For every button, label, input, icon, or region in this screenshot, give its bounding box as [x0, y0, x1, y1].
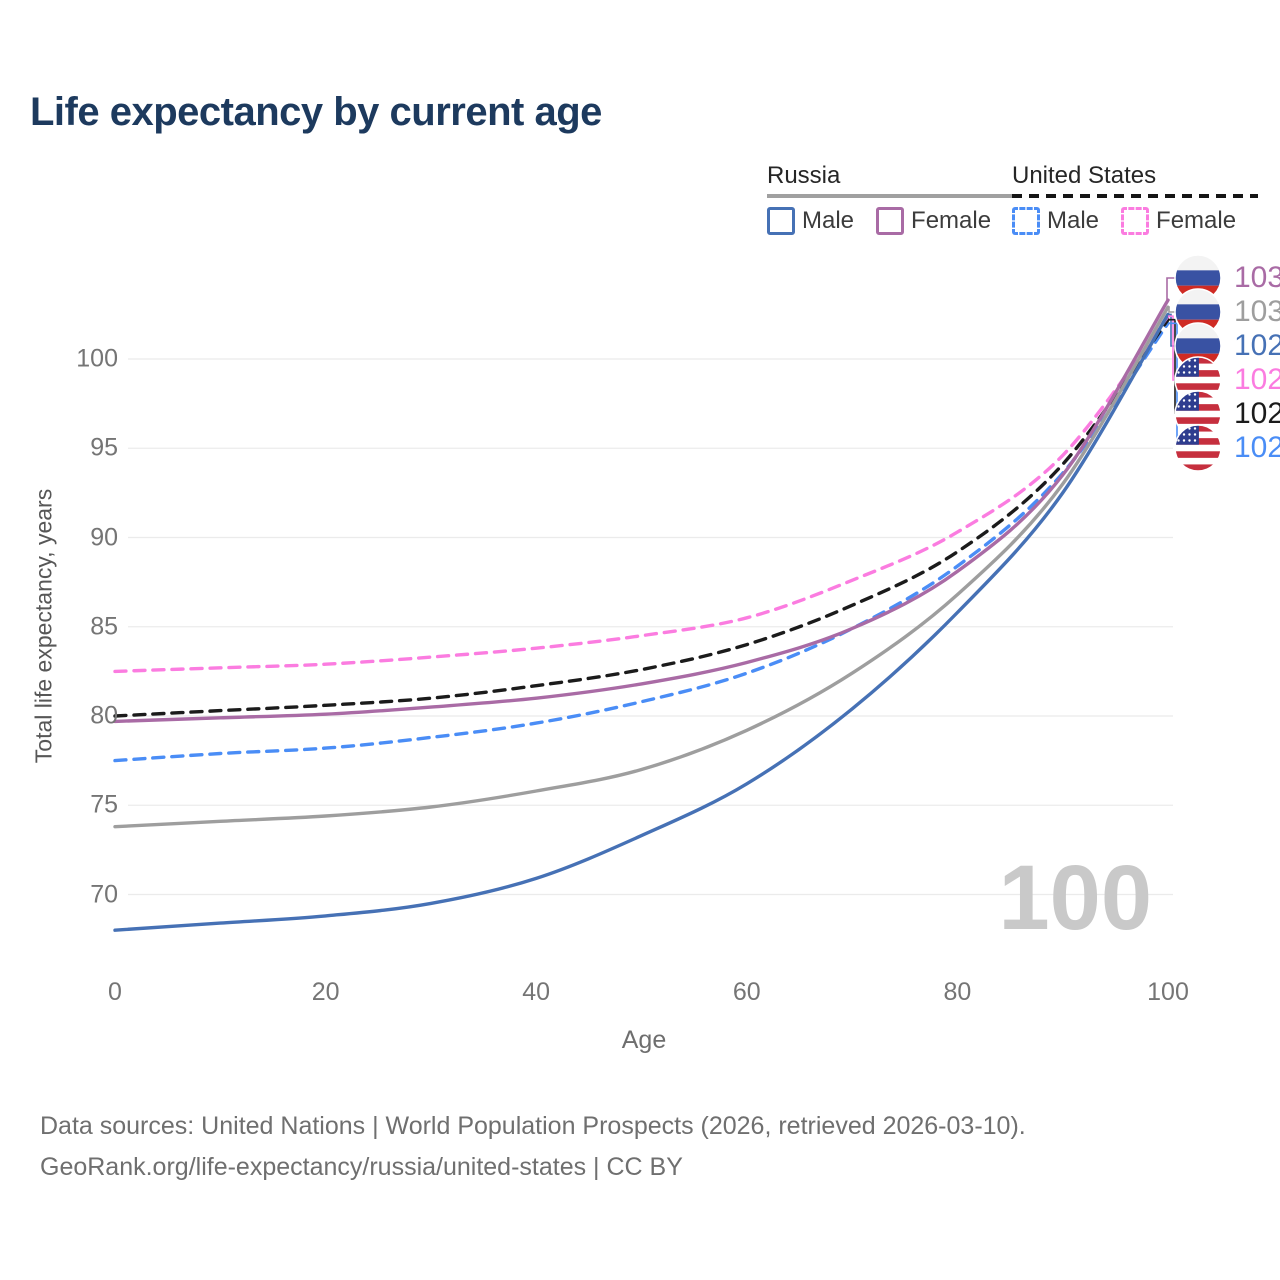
end-label-value: 102: [1234, 363, 1280, 396]
legend-item-label: Male: [802, 207, 855, 234]
end-label-value: 103: [1234, 261, 1280, 294]
end-label-united-states-female: 102: [1226, 363, 1280, 397]
footer-sources-line: Data sources: United Nations | World Pop…: [40, 1112, 1026, 1140]
legend-group-title-russia: Russia: [767, 162, 1014, 198]
leader-line: [1168, 315, 1175, 381]
end-label-united-states-male: 102: [1226, 431, 1280, 465]
x-tick-label: 0: [108, 978, 122, 1006]
y-tick-label: 90: [90, 523, 118, 551]
end-label-russia-female: 103: [1226, 261, 1280, 295]
end-label-value: 102: [1234, 329, 1280, 362]
page-title: Life expectancy by current age: [30, 90, 602, 134]
legend-item-us-female[interactable]: Female: [1121, 207, 1236, 235]
x-axis-title: Age: [621, 1026, 667, 1054]
legend-group-united-states: United States Male Female: [1012, 162, 1259, 235]
legend-group-label: United States: [1012, 162, 1157, 189]
y-tick-label: 100: [76, 344, 118, 373]
legend-underline-dashed: [1012, 194, 1259, 198]
legend-item-label: Female: [911, 207, 992, 234]
series-line-united-states-male: [113, 321, 1170, 763]
end-label-value: 102: [1234, 431, 1280, 464]
end-label-value: 102: [1234, 397, 1280, 430]
end-label-russia-male: 102: [1226, 329, 1280, 363]
legend-swatch-russia-male[interactable]: [767, 207, 795, 235]
footer: Data sources: United Nations | World Pop…: [40, 1106, 1026, 1187]
leader-line: [1166, 277, 1175, 301]
footer-url-line: GeoRank.org/life-expectancy/russia/unite…: [40, 1152, 683, 1181]
y-axis-title: Total life expectancy, years: [30, 488, 57, 764]
x-tick-label: 20: [311, 978, 340, 1006]
series-line-russia-male: [113, 312, 1170, 932]
x-tick-label: 80: [943, 978, 972, 1006]
x-tick-label: 60: [732, 978, 761, 1006]
y-tick-label: 95: [90, 433, 118, 462]
end-label-united-states: 102: [1226, 397, 1280, 431]
series-line-united-states-female: [113, 314, 1170, 674]
end-label-value: 103: [1234, 295, 1280, 328]
y-tick-label: 85: [90, 612, 118, 641]
legend-group-label: Russia: [767, 162, 841, 189]
y-tick-label: 80: [90, 701, 118, 730]
leader-line: [1168, 306, 1175, 313]
legend-group-russia: Russia Male Female: [767, 162, 1014, 235]
series-line-united-states: [113, 318, 1170, 718]
x-tick-label: 100: [1147, 978, 1189, 1006]
x-tick-label: 40: [522, 978, 551, 1006]
series-line-russia: [113, 305, 1170, 829]
legend-group-title-united-states: United States: [1012, 162, 1259, 198]
y-tick-label: 70: [90, 880, 118, 908]
legend-swatch-us-female[interactable]: [1121, 207, 1150, 235]
legend-item-russia-male[interactable]: Male: [767, 207, 854, 235]
legend-item-us-male[interactable]: Male: [1012, 207, 1099, 235]
series-line-russia-female: [113, 298, 1170, 724]
legend-item-russia-female[interactable]: Female: [876, 207, 991, 235]
end-label-russia: 103: [1226, 295, 1280, 329]
legend-swatch-us-male[interactable]: [1012, 207, 1040, 235]
us-flag-icon: [1174, 424, 1222, 472]
legend-item-label: Male: [1047, 207, 1100, 234]
legend-item-label: Female: [1156, 207, 1237, 234]
legend-underline-solid: [767, 194, 1014, 198]
y-tick-label: 75: [90, 790, 118, 819]
age-watermark: 100: [998, 847, 1153, 949]
legend-swatch-russia-female[interactable]: [876, 207, 905, 235]
